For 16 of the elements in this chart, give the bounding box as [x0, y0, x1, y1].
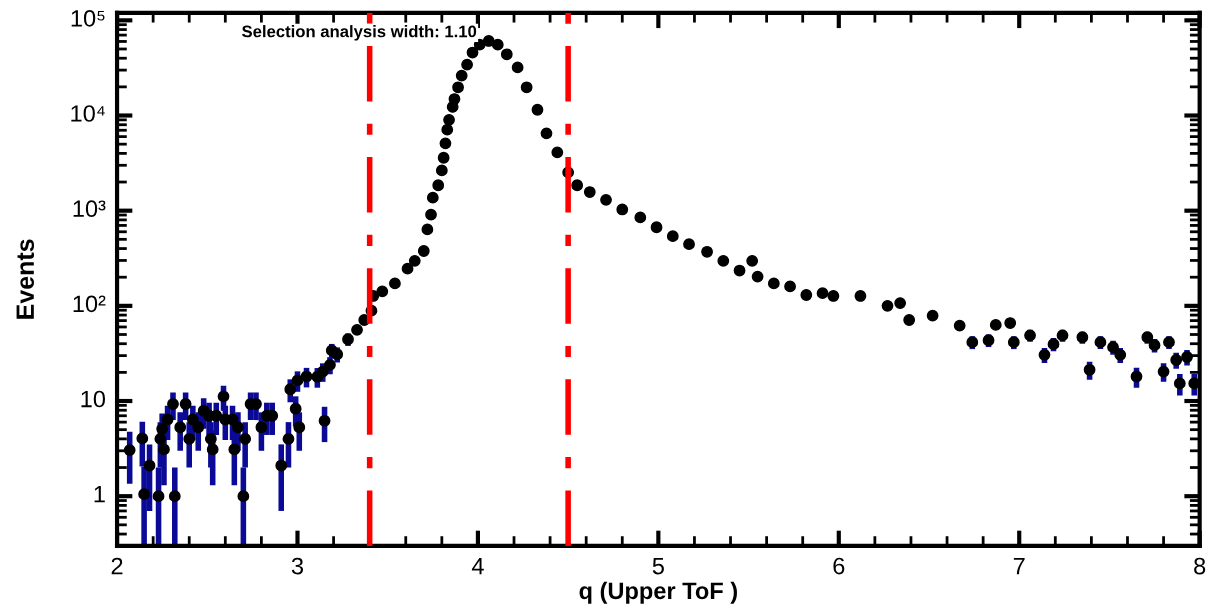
- x-tick-label: 6: [833, 557, 845, 575]
- x-tick-label: 3: [291, 557, 304, 575]
- y-tick-label: 10²: [73, 295, 106, 313]
- y-tick-label: 1: [94, 486, 105, 503]
- x-tick-label: 5: [652, 557, 664, 575]
- x-tick-label: 7: [1013, 557, 1025, 575]
- y-tick-label: 10³: [73, 200, 106, 218]
- annotation: Selection analysis width: 1.10: [242, 25, 477, 41]
- x-tick-label: 4: [471, 557, 484, 575]
- y-tick-label: 10⁵: [71, 9, 105, 27]
- x-axis-title: q (Upper ToF ): [579, 581, 737, 604]
- y-tick-label: 10: [81, 390, 106, 408]
- x-tick-label: 2: [111, 557, 123, 575]
- y-axis-title: Events: [16, 239, 35, 319]
- x-tick-label: 8: [1194, 557, 1206, 575]
- y-tick-label: 10⁴: [71, 105, 105, 122]
